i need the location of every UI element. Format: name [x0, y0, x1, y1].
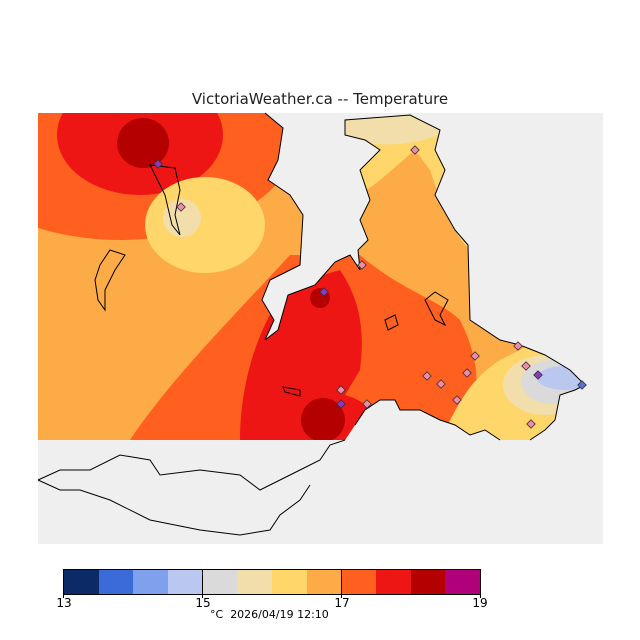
contour-15-5-16-w	[163, 199, 201, 237]
station-marker	[513, 341, 523, 351]
coastlines	[37, 112, 586, 536]
legend-swatch	[306, 570, 342, 594]
station-marker	[577, 380, 587, 390]
unit-label: °C	[210, 608, 224, 621]
legend-divider	[341, 570, 342, 594]
legend-tick-label: 19	[472, 596, 488, 610]
station-marker	[362, 399, 372, 409]
station-marker	[533, 370, 543, 380]
station-marker	[521, 361, 531, 371]
legend-caption: °C 2026/04/19 12:10	[210, 608, 329, 621]
legend-swatch	[64, 570, 99, 594]
legend-tickmark	[202, 594, 203, 598]
station-marker	[410, 145, 420, 155]
station-marker	[452, 395, 462, 405]
map-title: VictoriaWeather.ca -- Temperature	[191, 90, 449, 108]
station-marker	[436, 379, 446, 389]
legend-swatch	[272, 570, 307, 594]
legend-swatch	[376, 570, 411, 594]
legend-swatch	[202, 570, 238, 594]
legend-tickmark	[480, 594, 481, 598]
legend-tick-label: 15	[195, 596, 211, 610]
legend-divider	[202, 570, 203, 594]
legend-tickmark	[63, 594, 64, 598]
legend-tick-label: 17	[334, 596, 350, 610]
station-marker	[336, 399, 346, 409]
timestamp: 2026/04/19 12:10	[230, 608, 329, 621]
station-marker	[176, 202, 186, 212]
station-marker	[422, 371, 432, 381]
station-marker	[470, 351, 480, 361]
station-marker	[319, 287, 329, 297]
station-marker	[526, 419, 536, 429]
legend-swatch	[341, 570, 377, 594]
legend-tickmark	[341, 594, 342, 598]
legend-swatch	[133, 570, 169, 594]
color-legend-bar	[63, 569, 481, 595]
legend-swatch	[410, 570, 446, 594]
station-marker	[336, 385, 346, 395]
legend-swatch	[98, 570, 134, 594]
contour-18-18-5-c2	[301, 398, 345, 440]
station-markers	[153, 145, 587, 429]
contour-18-18-5-nw	[117, 118, 169, 168]
station-marker	[153, 159, 163, 169]
station-marker	[357, 260, 367, 270]
station-marker	[462, 368, 472, 378]
legend-swatch	[237, 570, 273, 594]
legend-tick-label: 13	[56, 596, 72, 610]
legend-swatch	[168, 570, 203, 594]
legend-swatch	[445, 570, 481, 594]
